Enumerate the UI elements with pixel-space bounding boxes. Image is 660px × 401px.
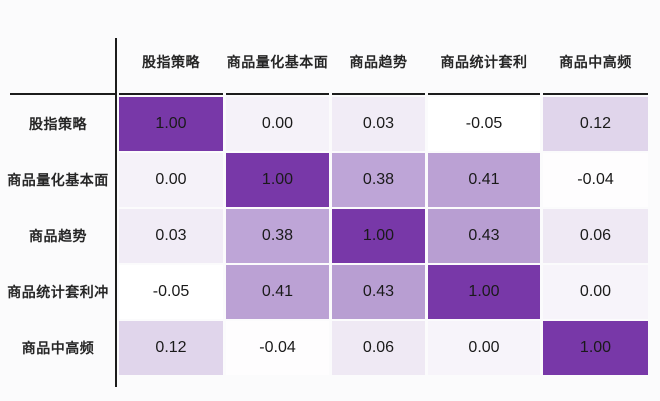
row-label-5: 商品中高频 bbox=[21, 340, 95, 356]
matrix-cell-r2-c5: -0.04 bbox=[543, 153, 648, 207]
correlation-matrix-grid: 股指策略 商品量化基本面 商品趋势 商品统计套利 商品中高频 股指策略 1.00 0.00 0.… bbox=[0, 38, 648, 375]
matrix-cell-r3-c1: 0.03 bbox=[119, 209, 223, 263]
matrix-cell-r5-c1: 0.12 bbox=[119, 321, 223, 375]
column-header-2: 商品量化基本面 bbox=[226, 38, 329, 95]
matrix-cell-r2-c2: 1.00 bbox=[226, 153, 329, 207]
column-header-3: 商品趋势 bbox=[332, 38, 425, 95]
corner-cell bbox=[0, 38, 116, 95]
matrix-cell-r3-c5: 0.06 bbox=[543, 209, 648, 263]
matrix-cell-r1-c1: 1.00 bbox=[119, 97, 223, 151]
matrix-cell-r5-c3: 0.06 bbox=[332, 321, 425, 375]
matrix-cell-r1-c4: -0.05 bbox=[428, 97, 540, 151]
matrix-cell-r5-c2: -0.04 bbox=[226, 321, 329, 375]
y-axis-line bbox=[115, 38, 117, 387]
row-label-4: 商品统计套利冲 bbox=[7, 284, 109, 300]
row-label-1: 股指策略 bbox=[29, 116, 87, 132]
matrix-cell-r4-c5: 0.00 bbox=[543, 265, 648, 319]
matrix-cell-r5-c4: 0.00 bbox=[428, 321, 540, 375]
matrix-cell-r3-c3: 1.00 bbox=[332, 209, 425, 263]
matrix-cell-r4-c3: 0.43 bbox=[332, 265, 425, 319]
matrix-cell-r2-c3: 0.38 bbox=[332, 153, 425, 207]
matrix-cell-r5-c5: 1.00 bbox=[543, 321, 648, 375]
matrix-cell-r1-c2: 0.00 bbox=[226, 97, 329, 151]
matrix-cell-r2-c1: 0.00 bbox=[119, 153, 223, 207]
matrix-cell-r2-c4: 0.41 bbox=[428, 153, 540, 207]
matrix-cell-r3-c2: 0.38 bbox=[226, 209, 329, 263]
matrix-cell-r4-c1: -0.05 bbox=[119, 265, 223, 319]
row-label-2: 商品量化基本面 bbox=[7, 172, 109, 188]
column-header-4: 商品统计套利 bbox=[428, 38, 540, 95]
matrix-cell-r1-c5: 0.12 bbox=[543, 97, 648, 151]
matrix-cell-r3-c4: 0.43 bbox=[428, 209, 540, 263]
row-label-3: 商品趋势 bbox=[29, 228, 87, 244]
matrix-cell-r4-c4: 1.00 bbox=[428, 265, 540, 319]
column-header-1: 股指策略 bbox=[119, 38, 223, 95]
matrix-cell-r1-c3: 0.03 bbox=[332, 97, 425, 151]
column-header-5: 商品中高频 bbox=[543, 38, 648, 95]
matrix-cell-r4-c2: 0.41 bbox=[226, 265, 329, 319]
